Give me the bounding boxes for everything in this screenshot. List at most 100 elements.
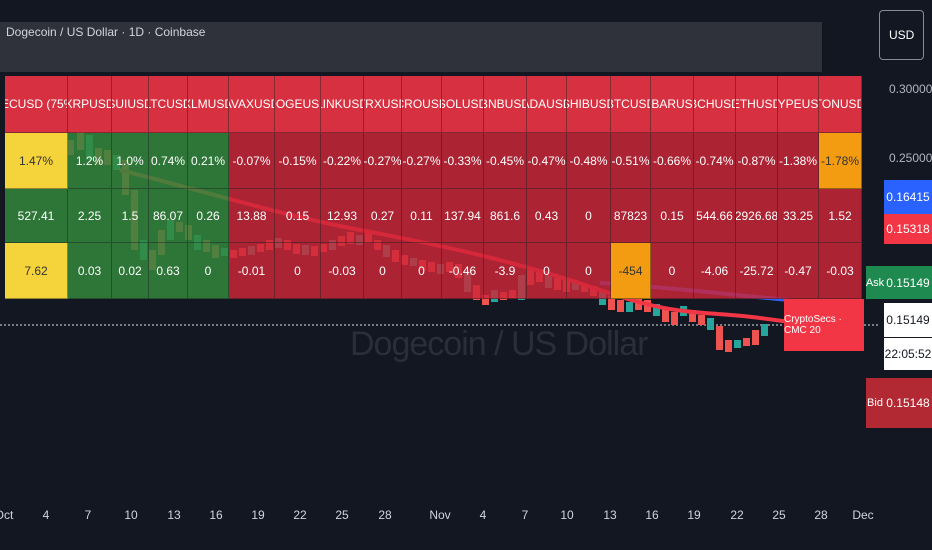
- table-cell: 87823: [611, 189, 651, 243]
- table-cell: -0.51%: [611, 133, 651, 189]
- table-cell: 0: [567, 243, 611, 299]
- table-header-cell: SUIUSD: [112, 76, 149, 133]
- candle: [653, 304, 660, 316]
- date-label: 22: [730, 508, 744, 522]
- symbol-watermark: Dogecoin / US Dollar: [350, 325, 648, 363]
- candle: [707, 318, 714, 330]
- table-cell: 0.15: [275, 189, 321, 243]
- bid-price-tag: 0.15148: [884, 378, 932, 428]
- table-cell: 0.21%: [188, 133, 229, 189]
- candle: [482, 295, 489, 305]
- date-label: 16: [645, 508, 659, 522]
- date-label: Oct: [0, 508, 14, 522]
- table-header-cell: AVAXUSD: [229, 76, 275, 133]
- date-label: 7: [84, 508, 92, 522]
- table-cell: 2926.68: [736, 189, 778, 243]
- table-cell: 7.62: [5, 243, 68, 299]
- table-header-cell: HYPEUSD: [778, 76, 819, 133]
- table-cell: 0: [275, 243, 321, 299]
- table-cell: 0: [188, 243, 229, 299]
- date-label: 28: [378, 508, 392, 522]
- table-cell: 1.47%: [5, 133, 68, 189]
- date-label: 4: [42, 508, 50, 522]
- table-cell: 0.11: [402, 189, 442, 243]
- date-label: 10: [124, 508, 138, 522]
- candle: [671, 312, 678, 325]
- date-label: Dec: [852, 508, 874, 522]
- date-label: 28: [814, 508, 828, 522]
- table-cell: 0.15: [651, 189, 694, 243]
- table-cell: 86.07: [149, 189, 188, 243]
- date-label: 25: [772, 508, 786, 522]
- table-cell: 527.41: [5, 189, 68, 243]
- table-cell: -0.45%: [484, 133, 527, 189]
- table-cell: -0.48%: [567, 133, 611, 189]
- bid-label: Bid: [866, 378, 884, 428]
- price-tag-blue: 0.16415: [884, 180, 932, 214]
- table-cell: 33.25: [778, 189, 819, 243]
- table-header-cell: TONUSD: [819, 76, 862, 133]
- table-cell: 0: [527, 243, 567, 299]
- candle: [698, 315, 705, 325]
- table-cell: -0.47: [778, 243, 819, 299]
- table-cell: -4.06: [694, 243, 736, 299]
- date-label: 22: [293, 508, 307, 522]
- price-label-025: 0.25000: [889, 151, 932, 165]
- table-cell: 0: [651, 243, 694, 299]
- table-header-cell: LTCUSD: [149, 76, 188, 133]
- price-label-030: 0.30000: [889, 82, 932, 96]
- table-header-cell: XLMUSD: [188, 76, 229, 133]
- candle: [734, 340, 741, 348]
- date-label: 10: [560, 508, 574, 522]
- date-label: 13: [167, 508, 181, 522]
- table-cell: 0.27: [364, 189, 402, 243]
- table-cell: 0.26: [188, 189, 229, 243]
- table-header-cell: LINKUSD: [321, 76, 364, 133]
- table-cell: -0.47%: [527, 133, 567, 189]
- table-header-cell: BCHUSD: [694, 76, 736, 133]
- date-label: 13: [603, 508, 617, 522]
- table-cell: -0.15%: [275, 133, 321, 189]
- table-cell: 1.0%: [112, 133, 149, 189]
- table-header-cell: ZECUSD (75%): [5, 76, 68, 133]
- candle: [626, 302, 633, 312]
- table-cell: -0.22%: [321, 133, 364, 189]
- table-cell: 544.66: [694, 189, 736, 243]
- table-cell: -454: [611, 243, 651, 299]
- table-cell: 0.63: [149, 243, 188, 299]
- table-cell: 0: [402, 243, 442, 299]
- table-cell: 2.25: [68, 189, 112, 243]
- table-cell: -0.33%: [442, 133, 484, 189]
- currency-selector[interactable]: USD: [879, 10, 924, 60]
- table-cell: -0.03: [819, 243, 862, 299]
- table-cell: 0: [567, 189, 611, 243]
- table-header-cell: BTCUSD: [611, 76, 651, 133]
- crypto-data-table: ZECUSD (75%)XRPUSDSUIUSDLTCUSDXLMUSDAVAX…: [5, 76, 862, 299]
- table-header-cell: ETHUSD: [736, 76, 778, 133]
- table-cell: 137.94: [442, 189, 484, 243]
- chart-title: Dogecoin / US Dollar · 1D · Coinbase: [6, 25, 206, 39]
- table-cell: 0.74%: [149, 133, 188, 189]
- chart-header-bar: Dogecoin / US Dollar · 1D · Coinbase: [0, 22, 822, 72]
- current-price-tag: 0.15149: [884, 303, 932, 337]
- date-axis[interactable]: Oct 4 7 10 13 16 19 22 25 28 Nov 4 7 10 13 16 19 22 25 28 De…: [0, 508, 880, 528]
- table-cell: -0.07%: [229, 133, 275, 189]
- date-label: 7: [521, 508, 529, 522]
- table-cell: -0.46: [442, 243, 484, 299]
- table-cell: -3.9: [484, 243, 527, 299]
- date-label: 4: [479, 508, 487, 522]
- table-header-cell: SOLUSD: [442, 76, 484, 133]
- table-cell: -0.01: [229, 243, 275, 299]
- table-cell: 0: [364, 243, 402, 299]
- table-cell: 0.43: [527, 189, 567, 243]
- table-cell: 0.03: [68, 243, 112, 299]
- table-cell: -1.38%: [778, 133, 819, 189]
- candle: [689, 310, 696, 322]
- candle: [761, 324, 768, 336]
- candle: [617, 300, 624, 312]
- table-cell: -0.74%: [694, 133, 736, 189]
- table-cell: -0.03: [321, 243, 364, 299]
- table-cell: 12.93: [321, 189, 364, 243]
- ask-price-tag: 0.15149: [884, 266, 932, 299]
- candle: [752, 330, 759, 345]
